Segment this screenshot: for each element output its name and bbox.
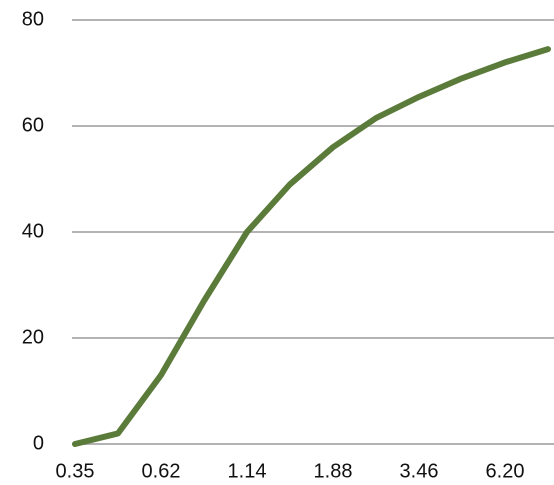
x-tick-label: 3.46 [400,460,439,482]
x-tick-label: 1.14 [228,460,267,482]
x-tick-label: 6.20 [486,460,525,482]
y-tick-label: 40 [22,220,44,242]
y-tick-label: 60 [22,114,44,136]
x-tick-label: 0.35 [56,460,95,482]
y-tick-label: 0 [33,432,44,454]
y-tick-label: 80 [22,8,44,30]
x-tick-label: 1.88 [314,460,353,482]
y-tick-label: 20 [22,326,44,348]
line [72,46,551,447]
x-tick-label: 0.62 [142,460,181,482]
